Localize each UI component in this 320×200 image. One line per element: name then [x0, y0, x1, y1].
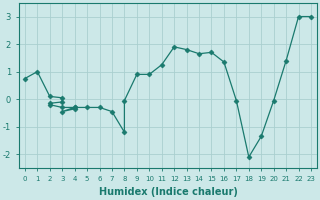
X-axis label: Humidex (Indice chaleur): Humidex (Indice chaleur) — [99, 187, 237, 197]
